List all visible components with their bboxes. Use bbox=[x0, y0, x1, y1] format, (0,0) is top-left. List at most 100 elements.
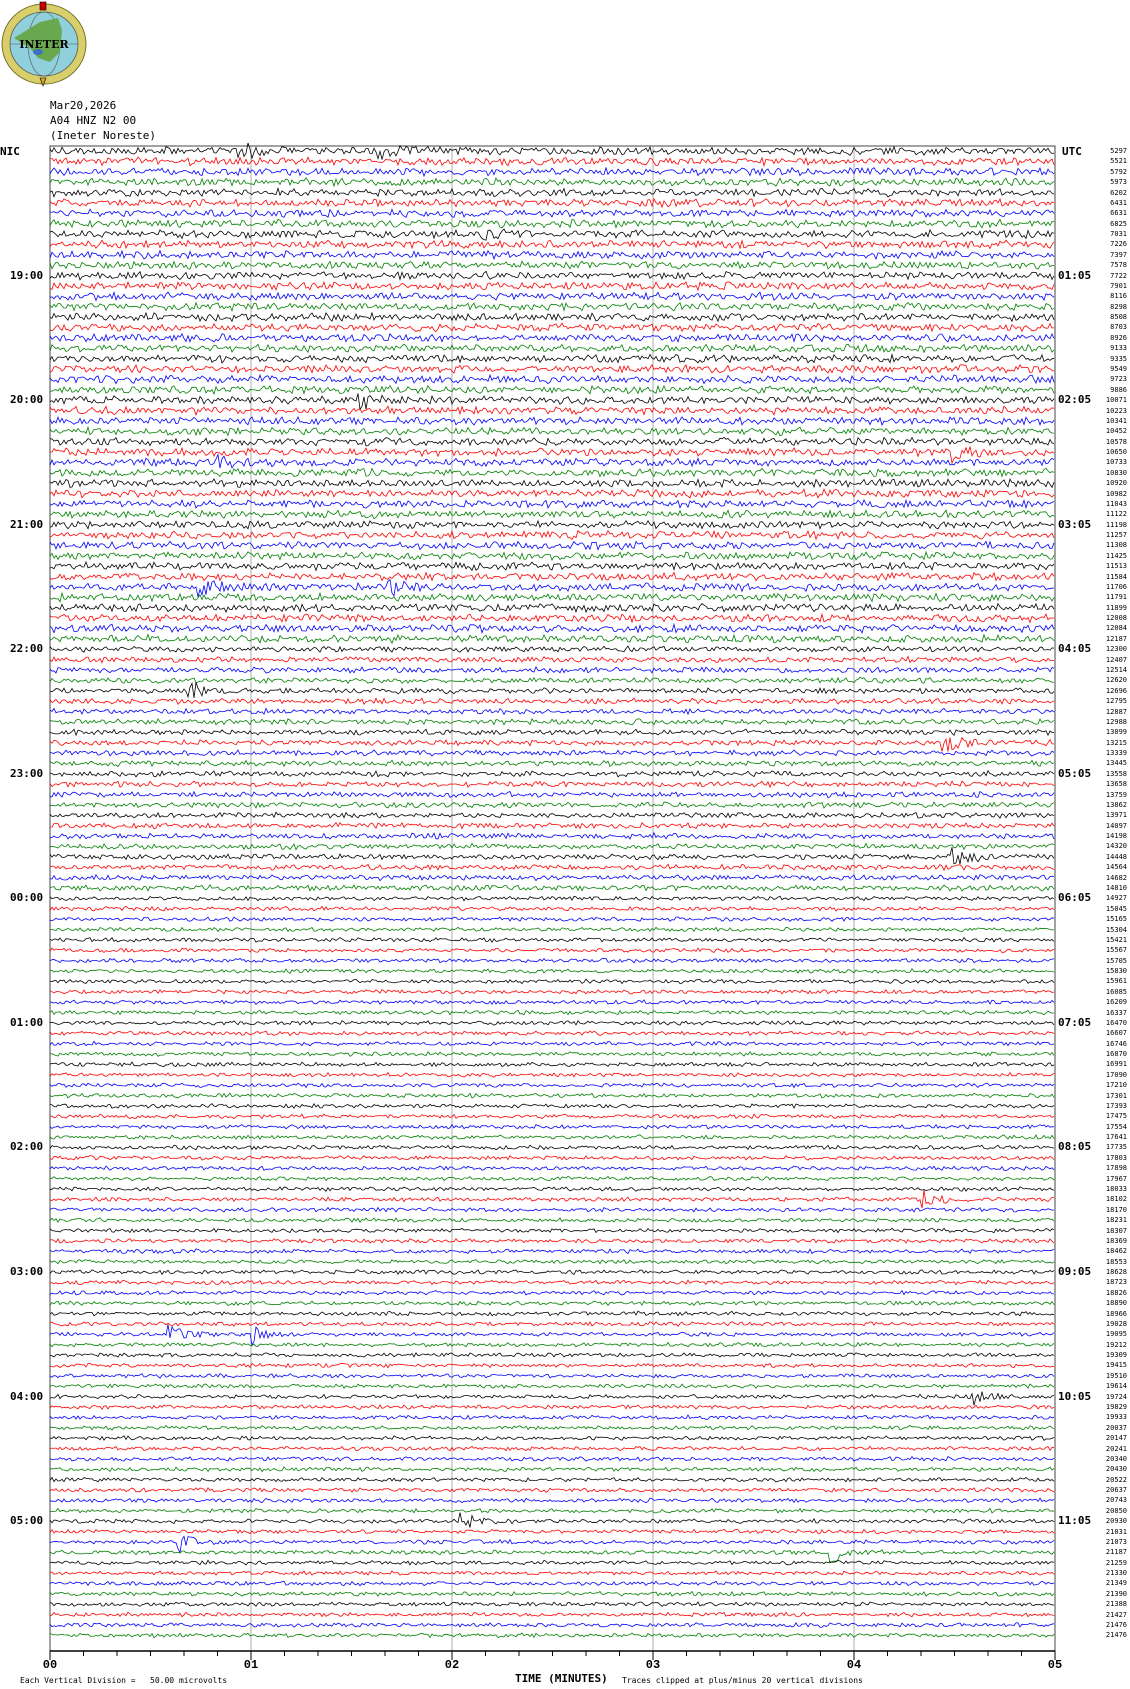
seismic-trace bbox=[49, 873, 1055, 882]
seismic-trace bbox=[49, 228, 1055, 241]
row-value-label: 7226 bbox=[1110, 240, 1127, 249]
seismic-trace bbox=[49, 905, 1055, 912]
row-value-label: 17803 bbox=[1105, 1153, 1127, 1162]
seismic-trace bbox=[49, 1512, 1055, 1528]
seismic-trace bbox=[49, 393, 1055, 411]
seismic-trace bbox=[49, 239, 1055, 250]
row-value-label: 13099 bbox=[1105, 728, 1127, 737]
row-value-label: 14198 bbox=[1105, 832, 1127, 841]
left-hour-label: 05:00 bbox=[10, 1514, 44, 1528]
seismic-trace bbox=[49, 1570, 1055, 1576]
seismic-trace bbox=[49, 1009, 1055, 1016]
seismic-trace bbox=[49, 1341, 1055, 1348]
seismic-trace bbox=[49, 728, 1055, 737]
network-label: (Ineter Noreste) bbox=[50, 129, 156, 142]
seismic-trace bbox=[50, 978, 1055, 985]
seismic-trace bbox=[49, 780, 1055, 789]
seismic-trace bbox=[49, 384, 1055, 396]
row-value-label: 5973 bbox=[1110, 178, 1127, 187]
row-value-label: 13339 bbox=[1105, 749, 1127, 758]
seismic-trace bbox=[49, 988, 1055, 995]
row-value-label: 20850 bbox=[1105, 1506, 1127, 1515]
left-hour-label: 20:00 bbox=[10, 393, 44, 407]
row-value-label: 21388 bbox=[1105, 1600, 1127, 1609]
row-value-label: 19933 bbox=[1105, 1413, 1127, 1422]
seismic-trace bbox=[50, 498, 1055, 510]
row-value-label: 14810 bbox=[1105, 883, 1127, 892]
seismic-trace bbox=[49, 842, 1055, 851]
seismic-trace bbox=[49, 425, 1055, 437]
row-value-label: 6825 bbox=[1110, 219, 1127, 228]
seismic-trace bbox=[49, 1622, 1055, 1628]
row-value-label: 12795 bbox=[1105, 697, 1127, 706]
seismic-trace bbox=[49, 1186, 1055, 1192]
right-hour-label: 09:05 bbox=[1058, 1265, 1092, 1279]
row-value-label: 19829 bbox=[1105, 1402, 1127, 1411]
seismic-trace bbox=[49, 478, 1055, 489]
seismic-trace bbox=[49, 1269, 1055, 1276]
row-value-label: 15304 bbox=[1105, 925, 1127, 934]
row-value-label: 14682 bbox=[1105, 873, 1127, 882]
seismic-trace bbox=[49, 1528, 1055, 1535]
row-value-label: 15567 bbox=[1105, 946, 1127, 955]
seismic-trace bbox=[49, 1103, 1055, 1109]
left-hour-label: 04:00 bbox=[10, 1389, 44, 1403]
seismic-trace bbox=[49, 1289, 1054, 1296]
row-value-label: 17641 bbox=[1105, 1133, 1127, 1142]
seismic-trace bbox=[49, 1466, 1055, 1473]
row-value-label: 17967 bbox=[1105, 1174, 1127, 1183]
row-value-label: 11791 bbox=[1105, 593, 1127, 602]
date-label: Mar20,2026 bbox=[50, 99, 117, 112]
seismic-trace bbox=[49, 405, 1055, 416]
seismic-trace bbox=[49, 208, 1055, 218]
seismic-trace bbox=[49, 916, 1055, 922]
right-hour-label: 01:05 bbox=[1058, 268, 1092, 282]
seismic-trace bbox=[49, 280, 1055, 292]
seismic-trace bbox=[49, 1123, 1055, 1130]
seismic-trace bbox=[49, 156, 1055, 168]
row-value-label: 7578 bbox=[1110, 261, 1127, 270]
row-value-label: 19415 bbox=[1105, 1361, 1127, 1370]
seismic-trace bbox=[49, 1175, 1055, 1182]
row-value-label: 5521 bbox=[1110, 157, 1127, 166]
seismic-trace bbox=[49, 509, 1055, 520]
seismic-trace bbox=[49, 790, 1055, 799]
row-value-label: 8703 bbox=[1110, 323, 1127, 332]
seismic-trace bbox=[49, 749, 1055, 757]
seismic-trace bbox=[49, 655, 1054, 664]
row-value-label: 18462 bbox=[1105, 1247, 1127, 1256]
seismic-trace bbox=[49, 1445, 1055, 1452]
row-value-label: 18553 bbox=[1105, 1257, 1127, 1266]
seismic-trace bbox=[49, 1071, 1055, 1078]
seismic-trace bbox=[49, 718, 1055, 726]
row-value-label: 12300 bbox=[1105, 645, 1127, 654]
row-value-label: 17301 bbox=[1105, 1091, 1127, 1100]
row-value-label: 21427 bbox=[1105, 1610, 1127, 1619]
seismic-trace bbox=[49, 957, 1055, 964]
seismic-trace bbox=[49, 488, 1055, 499]
seismic-trace bbox=[49, 612, 1055, 624]
row-value-label: 15421 bbox=[1105, 935, 1127, 944]
seismic-trace bbox=[49, 1425, 1055, 1431]
row-value-label: 20241 bbox=[1105, 1444, 1127, 1453]
row-value-label: 18966 bbox=[1105, 1309, 1127, 1318]
seismic-trace bbox=[49, 1165, 1055, 1172]
row-value-label: 6631 bbox=[1110, 209, 1127, 218]
seismic-trace bbox=[49, 967, 1055, 974]
x-tick-label: 03 bbox=[645, 1658, 661, 1672]
seismic-trace bbox=[49, 1020, 1055, 1026]
seismic-trace bbox=[50, 1238, 1055, 1244]
row-value-label: 8298 bbox=[1110, 302, 1127, 311]
seismic-trace bbox=[49, 1590, 1055, 1597]
row-value-label: 20522 bbox=[1105, 1475, 1127, 1484]
seismic-trace bbox=[49, 363, 1055, 375]
left-hour-label: 21:00 bbox=[10, 517, 44, 531]
row-value-label: 9723 bbox=[1110, 375, 1127, 384]
row-value-label: 10733 bbox=[1105, 458, 1127, 467]
left-timezone: NIC bbox=[0, 145, 20, 158]
row-value-label: 10982 bbox=[1105, 489, 1127, 498]
seismic-trace bbox=[49, 1535, 1055, 1554]
row-value-label: 15045 bbox=[1105, 904, 1127, 913]
seismic-trace bbox=[49, 1154, 1055, 1161]
seismic-trace bbox=[49, 540, 1055, 551]
